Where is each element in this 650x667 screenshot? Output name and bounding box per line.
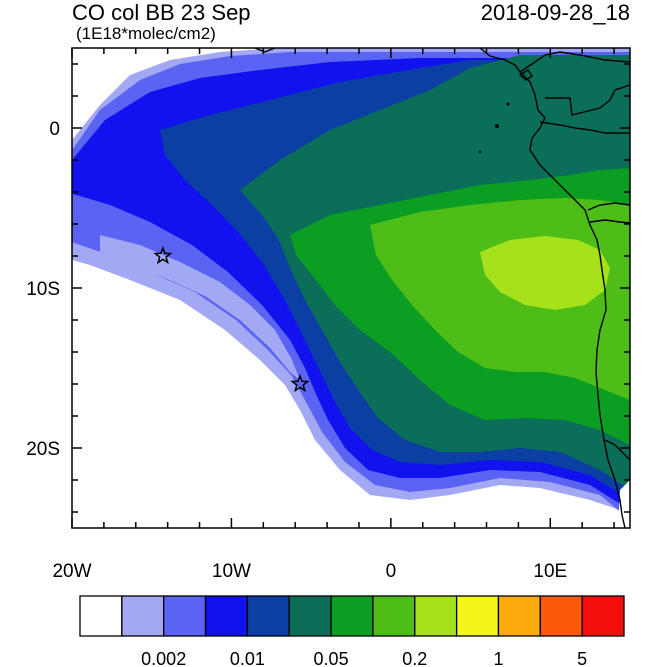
- x-tick-label: 0: [386, 561, 397, 582]
- plume-pale-band: [100, 235, 300, 380]
- islands: [478, 102, 510, 154]
- star-marker: [153, 245, 173, 265]
- y-tick-label: 0: [49, 119, 60, 140]
- colorbar: [79, 595, 625, 637]
- star-marker: [290, 373, 310, 393]
- x-tick-label: 20W: [52, 561, 91, 582]
- coast-white-wedge: [618, 480, 630, 528]
- colorbar-label: 0.05: [314, 649, 349, 667]
- colorbar-swatch: [330, 595, 374, 637]
- colorbar-label: 1: [493, 649, 503, 667]
- coastlines: [254, 48, 630, 528]
- colorbar-label: 0.2: [402, 649, 427, 667]
- datetime-label: 2018-09-28_18: [480, 0, 630, 25]
- colorbar-swatch: [163, 595, 207, 637]
- colorbar-swatch: [121, 595, 165, 637]
- plume-level-8: [480, 236, 610, 310]
- x-tick-label: 10W: [212, 561, 251, 582]
- colorbar-label: 0.01: [230, 649, 265, 667]
- colorbar-swatch: [539, 595, 583, 637]
- map-title: CO col BB 23 Sep: [72, 0, 251, 25]
- colorbar-swatch: [581, 595, 625, 637]
- colorbar-swatch: [414, 595, 458, 637]
- colorbar-swatch: [246, 595, 290, 637]
- colorbar-label: 0.002: [141, 649, 186, 667]
- colorbar-label: 5: [577, 649, 587, 667]
- colorbar-swatch: [79, 595, 123, 637]
- colorbar-swatch: [288, 595, 332, 637]
- y-tick-label: 20S: [26, 439, 60, 460]
- colorbar-labels: 0.002 0.01 0.05 0.2 1 5: [141, 649, 587, 667]
- colorbar-swatch: [372, 595, 416, 637]
- units-label: (1E18*molec/cm2): [76, 24, 216, 43]
- colorbar-swatch: [204, 595, 249, 637]
- axis-ticks: [71, 48, 630, 528]
- axis-tick-labels: 20W 10W 0 10E 0 10S 20S: [26, 119, 567, 582]
- co-field: [72, 48, 630, 528]
- x-tick-label: 10E: [533, 561, 567, 582]
- marker-layer: [153, 245, 310, 393]
- colorbar-swatch: [455, 595, 500, 637]
- colorbar-swatch: [497, 595, 541, 637]
- y-tick-label: 10S: [26, 279, 60, 300]
